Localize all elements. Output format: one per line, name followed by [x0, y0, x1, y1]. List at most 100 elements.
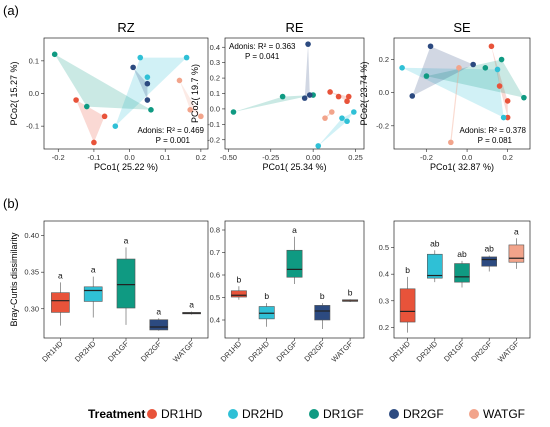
x-tick-label: -0.2	[420, 153, 433, 162]
point-dr1gf	[482, 65, 489, 71]
legend-title: Treatment	[88, 407, 145, 421]
significance-letter: b	[348, 287, 353, 297]
significance-letter: a	[292, 225, 297, 235]
point-dr1hd	[73, 97, 79, 103]
x-tick-label: DR1GF	[275, 339, 300, 364]
panel-a-label: (a)	[3, 3, 19, 18]
y-tick-label: -0.2	[376, 121, 389, 130]
x-tick-label: 0.00	[306, 153, 321, 162]
x-tick-label: DR1GF	[106, 339, 131, 364]
chart-title: SE	[453, 20, 471, 35]
y-tick-label: 0.0	[210, 104, 220, 113]
chart-title: RE	[285, 20, 303, 35]
adonis-annotation: Adonis: R² = 0.469	[138, 126, 205, 135]
x-tick-label: 0.25	[348, 153, 363, 162]
y-tick-label: 0.40	[24, 231, 39, 240]
y-tick-label: 0.5	[210, 293, 220, 302]
point-watgf	[322, 115, 328, 121]
point-watgf	[198, 113, 204, 120]
x-tick-label: 0.0	[124, 153, 134, 162]
x-tick-label: WATGF	[330, 339, 355, 364]
point-dr2gf	[305, 41, 311, 47]
x-tick-label: DR1HD	[219, 339, 244, 364]
y-tick-label: 0.8	[210, 226, 220, 235]
chart-title: RZ	[117, 20, 134, 35]
point-dr2gf	[306, 92, 313, 98]
x-tick-label: -0.25	[262, 153, 279, 162]
box-dr1hd	[230, 290, 247, 298]
point-dr1hd	[496, 83, 503, 89]
legend-label-dr2hd: DR2HD	[242, 407, 284, 421]
point-dr2gf	[144, 80, 151, 87]
x-tick-label: 0.0	[462, 153, 472, 162]
x-axis-label: PCo1( 25.22 %)	[94, 162, 158, 172]
point-dr1hd	[101, 113, 108, 120]
chart-5: 0.4 0.5 0.6 0.7 0.8 b DR1HD b DR2HD a DR1GF b DR2GF b…	[210, 220, 365, 364]
point-dr1gf	[51, 51, 58, 58]
legend-marker-watgf	[469, 409, 479, 419]
legend: Treatment DR1HD DR2HD DR1GF DR2GF WATGF	[88, 407, 525, 421]
y-tick-label: 0.1	[29, 56, 39, 65]
y-tick-label: 0.2	[210, 74, 220, 83]
point-watgf	[328, 109, 335, 115]
significance-letter: a	[91, 265, 96, 275]
point-dr2hd	[399, 65, 405, 71]
y-tick-label: -0.2	[207, 135, 220, 144]
adonis-annotation: Adonis: R² = 0.378	[460, 126, 527, 135]
point-dr1hd	[91, 139, 97, 146]
x-tick-label: 0.2	[502, 153, 512, 162]
point-dr1gf	[279, 93, 286, 100]
y-tick-label: -0.1	[207, 120, 220, 129]
point-dr2gf	[470, 61, 476, 68]
legend-marker-dr1hd	[147, 409, 157, 419]
point-dr1hd	[335, 93, 342, 100]
y-tick-label: 0.35	[24, 268, 39, 277]
y-tick-label: 0.0	[29, 89, 39, 98]
y-tick-label: 0.7	[210, 248, 220, 257]
x-tick-label: DR2GF	[469, 339, 494, 364]
x-tick-label: DR1GF	[442, 339, 467, 364]
panel-b-label: (b)	[3, 196, 19, 211]
chart-6: 0.2 0.3 0.4 0.5 b DR1HD ab DR2HD ab DR1GF ab DR2GF a…	[379, 220, 531, 364]
legend-marker-dr2hd	[228, 409, 238, 419]
significance-letter: b	[264, 291, 269, 301]
x-tick-label: WATGF	[171, 339, 196, 364]
x-tick-label: DR2GF	[302, 339, 327, 364]
legend-label-dr1hd: DR1HD	[161, 407, 203, 421]
y-tick-label: 0.2	[379, 55, 389, 64]
point-dr1hd	[488, 43, 495, 50]
significance-letter: b	[405, 265, 410, 275]
significance-letter: ab	[457, 249, 467, 259]
chart-3: SE -0.2 0.0 0.2 PCo2( 23.74 %) -0.2 0.0 0.2 PCo1…	[359, 20, 531, 172]
box-dr1hd	[399, 288, 416, 323]
y-tick-label: 0.5	[379, 243, 389, 252]
x-tick-label: DR2HD	[73, 339, 98, 364]
x-axis-label: PCo1( 32.87 %)	[430, 162, 494, 172]
point-dr2gf	[301, 95, 308, 101]
y-tick-label: 0.4	[210, 316, 220, 325]
group-hull-dr2hd	[402, 67, 504, 118]
adonis-annotation: Adonis: R² = 0.363	[229, 42, 296, 51]
point-dr2gf	[130, 64, 136, 71]
y-tick-label: 0.1	[210, 89, 220, 98]
point-dr1gf	[230, 109, 237, 115]
box-watgf	[508, 244, 525, 263]
significance-letter: b	[237, 274, 242, 284]
point-dr1hd	[327, 89, 333, 95]
x-tick-label: -0.50	[220, 153, 237, 162]
x-tick-label: WATGF	[496, 339, 521, 364]
point-dr1gf	[148, 107, 154, 113]
point-dr2gf	[427, 43, 434, 50]
y-tick-label: 0.2	[379, 323, 389, 332]
legend-marker-dr2gf	[389, 409, 399, 419]
point-watgf	[176, 77, 183, 84]
point-watgf	[456, 65, 462, 71]
y-tick-label: -0.1	[26, 122, 39, 131]
x-tick-label: 0.1	[160, 153, 170, 162]
group-hull-watgf	[179, 80, 201, 117]
point-dr1hd	[504, 98, 511, 104]
adonis-annotation: P = 0.041	[245, 52, 280, 61]
point-dr1gf	[498, 56, 505, 63]
point-watgf	[187, 107, 193, 113]
point-dr1hd	[504, 114, 511, 121]
